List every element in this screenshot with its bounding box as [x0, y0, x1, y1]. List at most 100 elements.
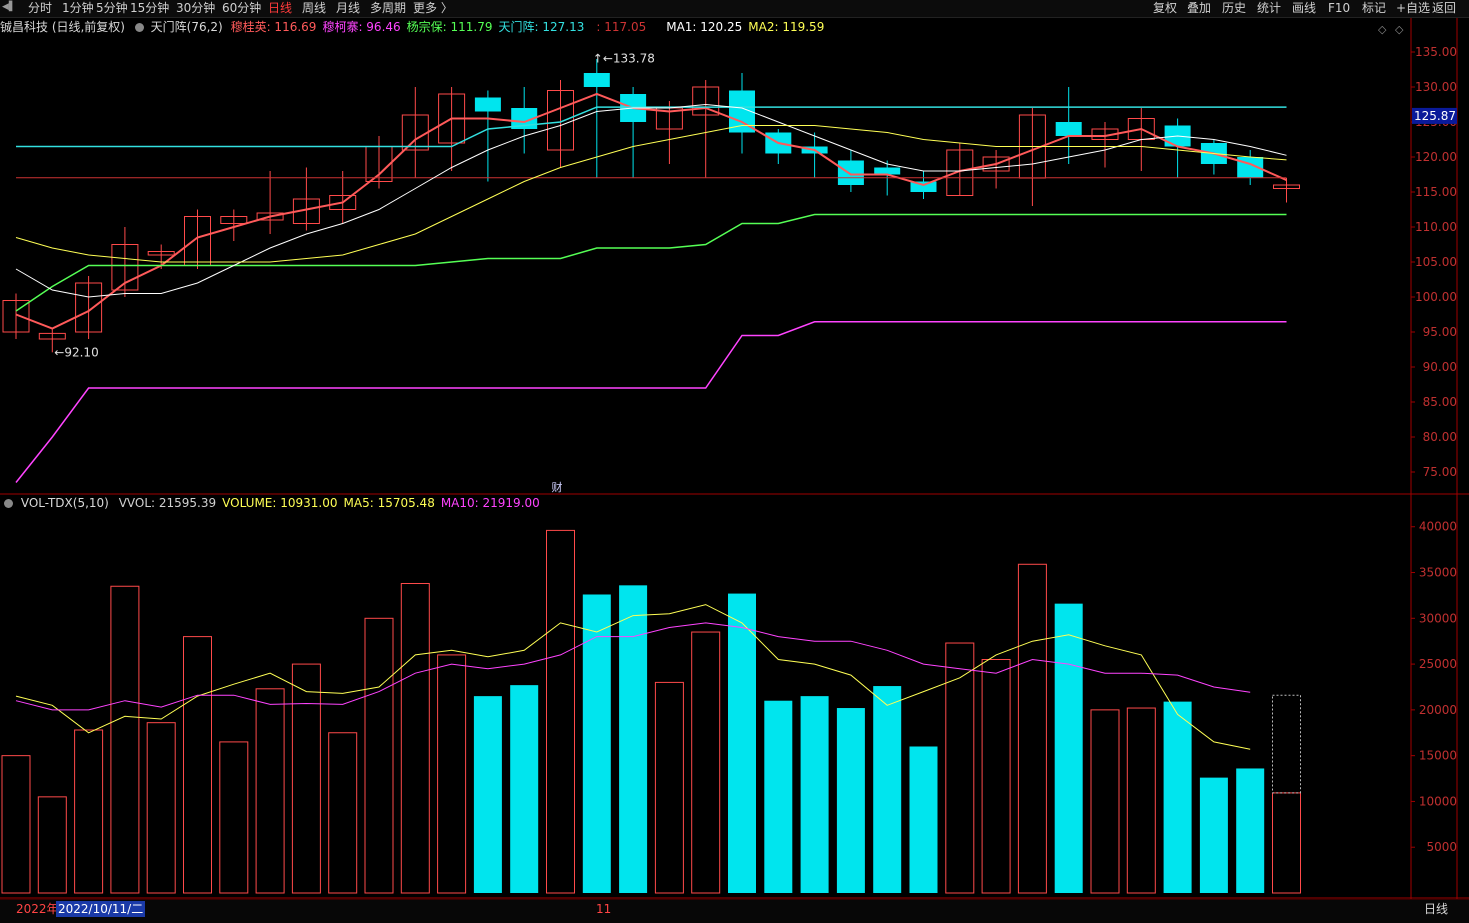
diamond-icon: ◇ — [1378, 23, 1387, 36]
stock-name: 铖昌科技 (日线,前复权) — [0, 20, 125, 34]
price-legend: 铖昌科技 (日线,前复权) 天门阵(76,2) 穆桂英: 116.69 穆柯寨: … — [0, 19, 824, 35]
volume-bar-up — [255, 688, 285, 894]
price-tick-label: 110.00 — [1415, 220, 1457, 234]
candle-body-down — [874, 167, 901, 175]
volume-bar-up — [110, 585, 140, 894]
vvol-outline — [1272, 694, 1301, 794]
indicator-line-5 — [15, 103, 1287, 298]
vol-legend-item-3: MA10: 21919.00 — [440, 496, 540, 510]
price-legend-item-5: MA1: 120.25 — [666, 20, 743, 34]
volume-bar-down — [619, 585, 648, 893]
candle-body-down — [474, 97, 501, 112]
vol-legend-item-0: VVOL: 21595.39 — [118, 496, 217, 510]
toolbar-button-5[interactable]: F10 — [1328, 1, 1351, 15]
collapse-icon[interactable] — [134, 23, 144, 32]
volume-bar-up — [981, 659, 1011, 894]
candle-body-down — [837, 160, 864, 185]
volume-bar-down — [836, 708, 865, 893]
volume-tick-label: 20000 — [1419, 703, 1457, 717]
volume-bar-up — [400, 583, 430, 894]
candle-body-up — [2, 300, 30, 333]
back-arrow-icon[interactable]: ◀▌ — [2, 2, 16, 12]
volume-bar-up — [328, 732, 358, 894]
toolbar-button-2[interactable]: 历史 — [1222, 1, 1247, 15]
toolbar-button-4[interactable]: 画线 — [1292, 1, 1317, 15]
indicator-line-6 — [15, 125, 1287, 263]
toolbar-button-8[interactable]: 返回 — [1432, 1, 1457, 15]
price-tick-label: 105.00 — [1415, 255, 1457, 269]
low-price-annotation: ←92.10 — [54, 345, 98, 359]
tab-6[interactable]: 日线 — [268, 1, 293, 15]
volume-bar-down — [728, 593, 756, 893]
tab-1[interactable]: 1分钟 — [62, 1, 94, 15]
current-price-label: 125.87 — [1414, 109, 1456, 123]
candle-body-up — [982, 156, 1010, 172]
tab-7[interactable]: 周线 — [302, 1, 327, 15]
price-legend-item-1: 穆柯寨: 96.46 — [322, 20, 401, 34]
tab-4[interactable]: 30分钟 — [176, 1, 216, 15]
candle-body-up — [256, 212, 284, 221]
volume-bar-down — [909, 746, 938, 893]
volume-tick-label: 5000 — [1426, 840, 1457, 854]
price-tick-label: 130.00 — [1415, 80, 1457, 94]
toolbar-button-7[interactable]: +自选 — [1396, 1, 1431, 15]
toolbar-button-6[interactable]: 标记 — [1362, 1, 1387, 15]
volume-bar-up — [219, 741, 249, 894]
volume-tick-label: 35000 — [1419, 566, 1457, 580]
volume-tick-label: 25000 — [1419, 657, 1457, 671]
toolbar-button-3[interactable]: 统计 — [1257, 1, 1282, 15]
tab-10[interactable]: 更多 〉 — [413, 1, 453, 15]
period-label[interactable]: 日线 — [1424, 902, 1449, 916]
collapse-icon[interactable] — [4, 499, 13, 508]
volume-bar-up — [654, 681, 684, 894]
volume-bar-down — [1199, 777, 1228, 893]
volume-bar-down — [800, 696, 829, 893]
price-legend-item-4: : 117.05 — [596, 20, 647, 34]
candle-body-up — [111, 244, 139, 291]
date-label: 2022/10/11/二 — [56, 901, 146, 917]
candle-body-up — [147, 251, 175, 256]
vol-indicator-name[interactable]: VOL-TDX(5,10) — [20, 496, 109, 510]
volume-bar-up — [1, 755, 31, 894]
tab-2[interactable]: 5分钟 — [96, 1, 128, 15]
volume-bar-up — [37, 796, 67, 894]
high-price-annotation: ↑←133.78 — [593, 52, 655, 66]
volume-tick-label: 10000 — [1419, 794, 1457, 808]
candle-body-up — [329, 195, 357, 210]
volume-bar-up — [183, 636, 212, 894]
volume-bar-up — [1126, 707, 1156, 894]
volume-bar-down — [1054, 603, 1083, 893]
volume-ma5-line — [15, 604, 1251, 750]
volume-bar-up — [74, 729, 104, 894]
toolbar-button-1[interactable]: 叠加 — [1187, 1, 1212, 15]
tab-3[interactable]: 15分钟 — [130, 1, 170, 15]
volume-bar-down — [510, 685, 539, 893]
candle-body-up — [946, 149, 974, 196]
finance-marker: 财 — [552, 480, 563, 494]
volume-tick-label: 30000 — [1419, 611, 1457, 625]
bottom-date-bar: 2022年 2022/10/11/二 11 日线 — [0, 899, 1469, 923]
price-tick-label: 75.00 — [1423, 465, 1457, 479]
volume-bar-down — [1236, 768, 1265, 893]
volume-bar-down — [764, 700, 793, 893]
price-legend-item-0: 穆桂英: 116.69 — [230, 20, 317, 34]
current-price-tag — [1412, 107, 1457, 124]
tab-5[interactable]: 60分钟 — [222, 1, 262, 15]
volume-bar-down — [473, 696, 502, 893]
tab-9[interactable]: 多周期 — [370, 1, 407, 15]
candle-body-up — [1273, 184, 1300, 189]
candle-body-up — [38, 332, 66, 340]
indicator-line-0 — [15, 92, 1287, 330]
price-tick-label: 100.00 — [1415, 290, 1457, 304]
toolbar-button-0[interactable]: 复权 — [1153, 1, 1178, 15]
volume-bar-down — [1163, 701, 1192, 893]
tab-0[interactable]: 分时 — [28, 1, 53, 15]
tab-8[interactable]: 月线 — [336, 1, 361, 15]
candle-body-down — [511, 108, 538, 129]
volume-tick-label: 40000 — [1419, 520, 1457, 534]
price-tick-label: 135.00 — [1415, 45, 1457, 59]
indicator-line-3 — [16, 106, 1287, 148]
indicator-name[interactable]: 天门阵(76,2) — [150, 20, 223, 34]
top-toolbar: ◀▌ 分时 1分钟 5分钟 15分钟 30分钟 60分钟 日线 周线 月线 多周期 更多 〉 复权叠… — [0, 0, 1469, 18]
